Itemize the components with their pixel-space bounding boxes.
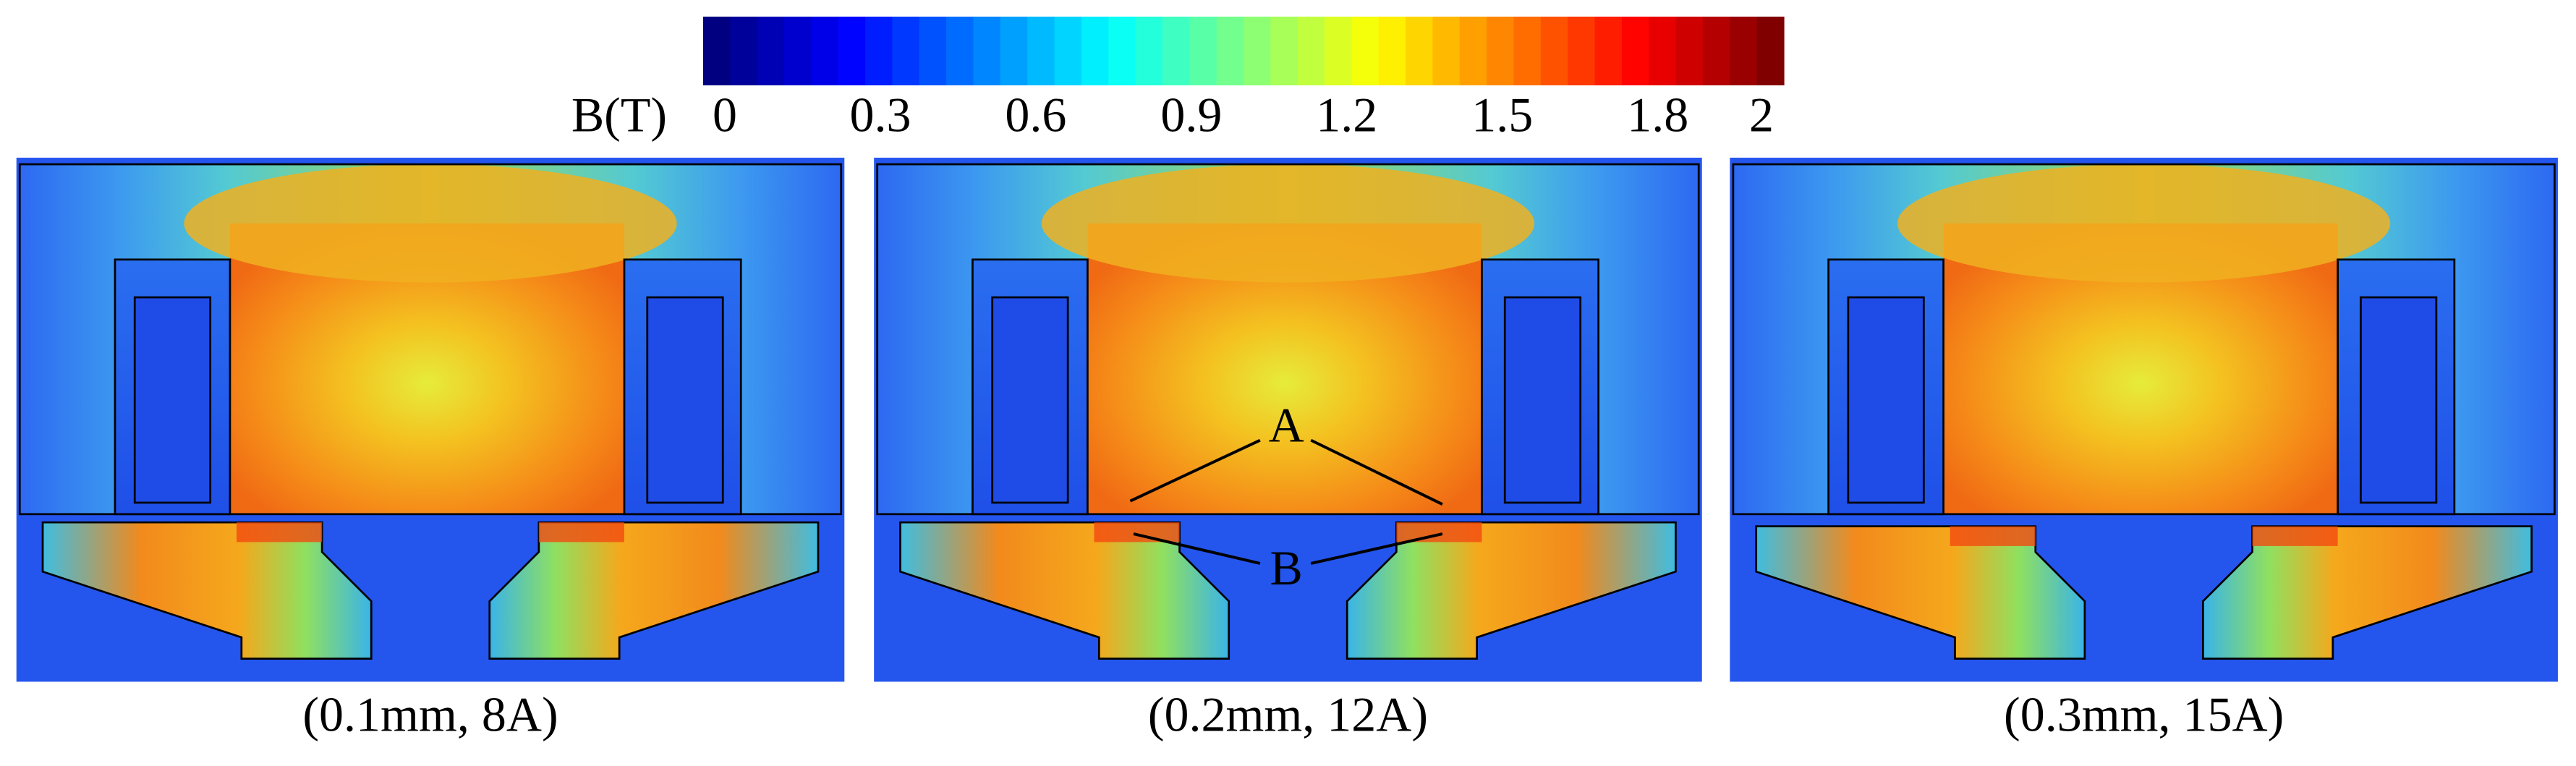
colorbar-step [1621, 17, 1649, 85]
colorbar-step [1135, 17, 1163, 85]
armature [899, 521, 1230, 660]
colorbar-step [1594, 17, 1623, 85]
annotation: B [1270, 540, 1303, 595]
colorbar-tick-label: 2 [1749, 88, 1774, 142]
colorbar-tick-label: 0.9 [1160, 88, 1222, 142]
yoke-field [1897, 164, 2391, 283]
field-panel [874, 158, 1702, 682]
field-panel [16, 158, 845, 682]
tip-field [538, 522, 624, 542]
colorbar-step [1756, 17, 1785, 85]
colorbar-step [1649, 17, 1677, 85]
colorbar-label: B(T) [571, 88, 667, 142]
colorbar-step [1027, 17, 1055, 85]
colorbar-step [1244, 17, 1271, 85]
panel-caption: (0.2mm, 12A) [1148, 686, 1428, 741]
field-panel [1730, 158, 2558, 682]
colorbar-step [892, 17, 920, 85]
colorbar-tick-label: 0.3 [849, 88, 911, 142]
colorbar-tick-label: 1.2 [1316, 88, 1377, 142]
colorbar-tick-label: 0 [713, 88, 737, 142]
tip-field [1396, 522, 1482, 542]
coil [991, 296, 1069, 504]
panel-caption: (0.1mm, 8A) [302, 686, 558, 741]
colorbar-step [1297, 17, 1325, 85]
colorbar-tick-label: 1.5 [1471, 88, 1533, 142]
yoke-field [184, 164, 677, 283]
colorbar-step [865, 17, 893, 85]
leader-line [1310, 438, 1443, 506]
yoke-field [1041, 164, 1535, 283]
colorbar-step [1378, 17, 1406, 85]
armature [1755, 525, 2086, 660]
colorbar-step [1568, 17, 1596, 85]
coil [2360, 296, 2438, 504]
colorbar-step [1487, 17, 1515, 85]
coil [646, 296, 724, 504]
leader-line [1133, 532, 1261, 565]
colorbar-step [973, 17, 1001, 85]
coil [133, 296, 212, 504]
colorbar-step [1730, 17, 1758, 85]
colorbar-step [1675, 17, 1704, 85]
colorbar-step [1406, 17, 1434, 85]
leader-line [1129, 438, 1261, 503]
colorbar-step [946, 17, 974, 85]
annotation: A [1269, 398, 1304, 453]
colorbar-tick-label: 1.8 [1627, 88, 1688, 142]
colorbar-step [1162, 17, 1190, 85]
colorbar-step [730, 17, 758, 85]
colorbar-step [1000, 17, 1028, 85]
colorbar-step [838, 17, 866, 85]
panel-caption: (0.3mm, 15A) [2004, 686, 2284, 741]
colorbar-step [1270, 17, 1298, 85]
coil [1503, 296, 1582, 504]
colorbar-step [1216, 17, 1244, 85]
colorbar-step [1432, 17, 1461, 85]
colorbar-step [919, 17, 947, 85]
colorbar-step [1513, 17, 1542, 85]
colorbar-step [784, 17, 812, 85]
colorbar-step [1351, 17, 1380, 85]
colorbar-step [1054, 17, 1082, 85]
colorbar-step [1081, 17, 1109, 85]
leader-line [1310, 532, 1443, 565]
tip-field [1094, 522, 1180, 542]
colorbar-step [811, 17, 839, 85]
colorbar-step [1540, 17, 1568, 85]
colorbar-tick-label: 0.6 [1005, 88, 1066, 142]
colorbar-step [703, 17, 731, 85]
colorbar-step [1702, 17, 1730, 85]
colorbar-step [1459, 17, 1487, 85]
colorbar-step [1325, 17, 1352, 85]
colorbar-step [757, 17, 785, 85]
tip-field [1950, 526, 2036, 546]
colorbar-step [1108, 17, 1136, 85]
colorbar-step [1189, 17, 1217, 85]
tip-field [2252, 526, 2338, 546]
coil [1847, 296, 1925, 504]
tip-field [237, 522, 323, 542]
